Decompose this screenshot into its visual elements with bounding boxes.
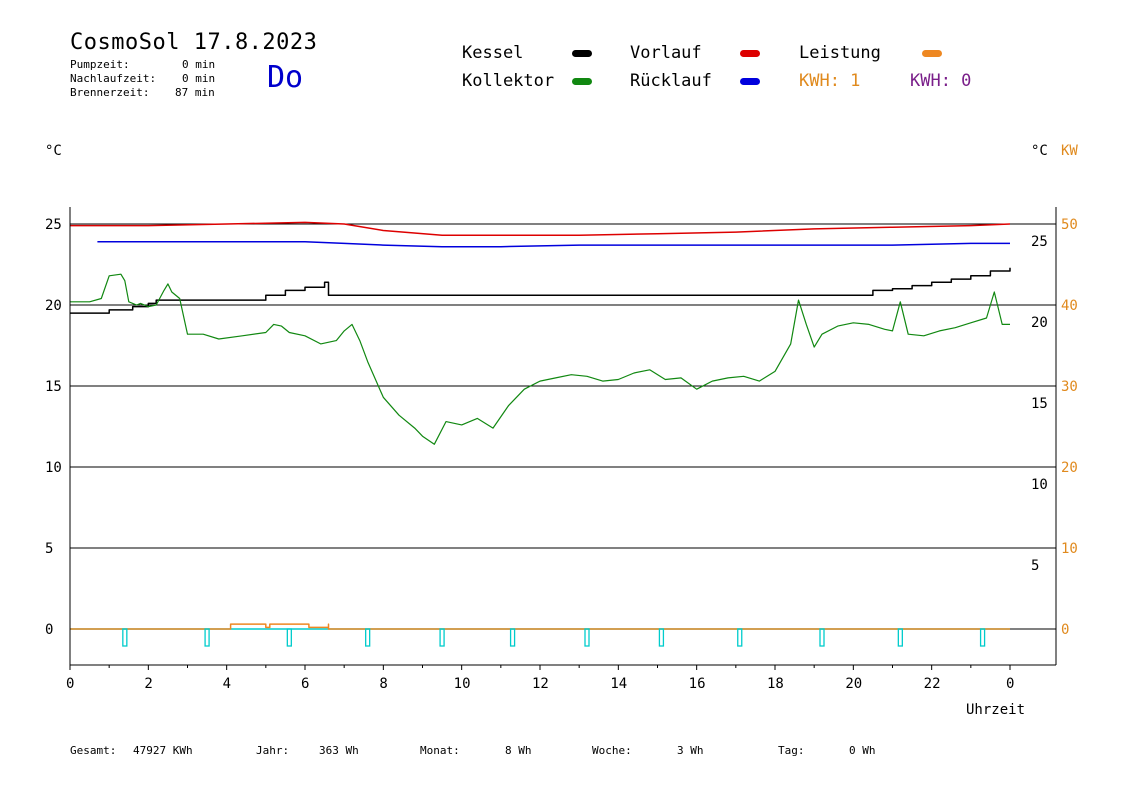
series-line-leistung bbox=[70, 623, 1010, 630]
x-tick-label: 14 bbox=[610, 676, 627, 692]
pump-pulse-marker bbox=[439, 628, 445, 647]
legend-label-leistung: Leistung bbox=[799, 43, 881, 63]
stat-pumpzeit-value: 0 min bbox=[182, 58, 216, 71]
legend-swatch-ruecklauf bbox=[740, 78, 760, 85]
legend-swatch-leistung bbox=[922, 50, 942, 57]
pump-pulse-marker bbox=[819, 628, 825, 647]
footer-tag-value: 0 Wh bbox=[849, 744, 876, 757]
kwh-counter-1: KWH: 1 bbox=[799, 71, 861, 91]
left-axis-unit: °C bbox=[45, 143, 62, 159]
legend-label-kessel: Kessel bbox=[462, 43, 524, 63]
stat-nachlaufzeit-value: 0 min bbox=[182, 72, 216, 85]
marker-layer bbox=[122, 628, 986, 647]
series-line-vorlauf bbox=[70, 221, 1011, 237]
pump-pulse-marker bbox=[286, 628, 292, 647]
right-axis-unit-c: °C bbox=[1031, 143, 1048, 159]
x-tick-label: 10 bbox=[454, 676, 471, 692]
series-layer bbox=[70, 221, 1011, 630]
x-tick-label: 20 bbox=[845, 676, 862, 692]
footer-gesamt-value: 47927 KWh bbox=[133, 744, 193, 757]
y-tick-label-right-kw: 40 bbox=[1061, 298, 1078, 314]
pump-pulse-marker bbox=[122, 628, 128, 647]
legend-label-ruecklauf: Rücklauf bbox=[630, 71, 712, 91]
y-tick-label-right-kw: 10 bbox=[1061, 541, 1078, 557]
x-tick-label: 8 bbox=[379, 676, 387, 692]
y-tick-label-right-c: 20 bbox=[1031, 315, 1048, 331]
x-tick-label: 0 bbox=[1006, 676, 1014, 692]
stat-nachlaufzeit-label: Nachlaufzeit: bbox=[70, 72, 157, 85]
footer-gesamt-label: Gesamt: bbox=[70, 744, 117, 757]
x-tick-label: 12 bbox=[532, 676, 549, 692]
legend-swatch-kessel bbox=[572, 50, 592, 57]
pump-pulse-marker bbox=[658, 628, 665, 647]
y-tick-label-right-kw: 20 bbox=[1061, 460, 1078, 476]
footer-jahr-value: 363 Wh bbox=[319, 744, 359, 757]
legend-label-vorlauf: Vorlauf bbox=[630, 43, 702, 63]
kwh-counter-2: KWH: 0 bbox=[910, 71, 972, 91]
x-tick-label: 18 bbox=[767, 676, 784, 692]
footer-monat-value: 8 Wh bbox=[505, 744, 532, 757]
y-tick-label-right-c: 10 bbox=[1031, 477, 1048, 493]
y-tick-label-left: 15 bbox=[45, 379, 62, 395]
stat-brennerzeit-label: Brennerzeit: bbox=[70, 86, 150, 99]
weekday-label: Do bbox=[267, 60, 304, 95]
y-tick-label-left: 10 bbox=[45, 460, 62, 476]
x-axis-label: Uhrzeit bbox=[966, 702, 1026, 718]
y-tick-label-right-c: 5 bbox=[1031, 558, 1039, 574]
pump-pulse-marker bbox=[365, 628, 371, 647]
x-tick-label: 22 bbox=[924, 676, 941, 692]
footer-woche-value: 3 Wh bbox=[677, 744, 704, 757]
y-tick-label-right-kw: 0 bbox=[1061, 622, 1069, 638]
pump-pulse-marker bbox=[979, 628, 986, 647]
grid-layer bbox=[70, 223, 1056, 630]
pump-pulse-marker bbox=[737, 628, 743, 647]
legend-swatch-vorlauf bbox=[740, 50, 760, 57]
y-tick-label-left: 0 bbox=[45, 622, 53, 638]
axis-layer: 0 5 10 15 20 25 5 10 15 20 25 0 10 20 30 40 50 0 2 4 6 8 10 12 1… bbox=[45, 207, 1078, 692]
y-tick-label-right-c: 15 bbox=[1031, 396, 1048, 412]
y-tick-label-left: 5 bbox=[45, 541, 53, 557]
legend-swatch-kollektor bbox=[572, 78, 592, 85]
series-line-kessel bbox=[70, 267, 1011, 314]
y-tick-label-left: 25 bbox=[45, 217, 62, 233]
pump-pulse-marker bbox=[509, 628, 516, 647]
x-tick-label: 0 bbox=[66, 676, 74, 692]
series-line-kollektor bbox=[70, 273, 1010, 445]
pump-pulse-marker bbox=[584, 628, 590, 647]
stat-pumpzeit-label: Pumpzeit: bbox=[70, 58, 130, 71]
x-tick-label: 6 bbox=[301, 676, 309, 692]
legend-label-kollektor: Kollektor bbox=[462, 71, 555, 91]
pump-pulse-marker bbox=[204, 628, 210, 647]
series-line-ruecklauf bbox=[97, 241, 1010, 248]
footer-woche-label: Woche: bbox=[592, 744, 632, 757]
footer-jahr-label: Jahr: bbox=[256, 744, 290, 757]
x-tick-label: 16 bbox=[689, 676, 706, 692]
y-tick-label-right-kw: 50 bbox=[1061, 217, 1078, 233]
pump-pulse-marker bbox=[897, 628, 903, 647]
stat-brennerzeit-value: 87 min bbox=[175, 86, 215, 99]
y-tick-label-left: 20 bbox=[45, 298, 62, 314]
y-tick-label-right-kw: 30 bbox=[1061, 379, 1078, 395]
x-tick-label: 4 bbox=[223, 676, 231, 692]
x-tick-label: 2 bbox=[144, 676, 152, 692]
footer-monat-label: Monat: bbox=[420, 744, 460, 757]
footer-tag-label: Tag: bbox=[778, 744, 805, 757]
y-tick-label-right-c: 25 bbox=[1031, 234, 1048, 250]
chart-title: CosmoSol 17.8.2023 bbox=[70, 30, 318, 55]
right-axis-unit-kw: KW bbox=[1061, 143, 1078, 159]
